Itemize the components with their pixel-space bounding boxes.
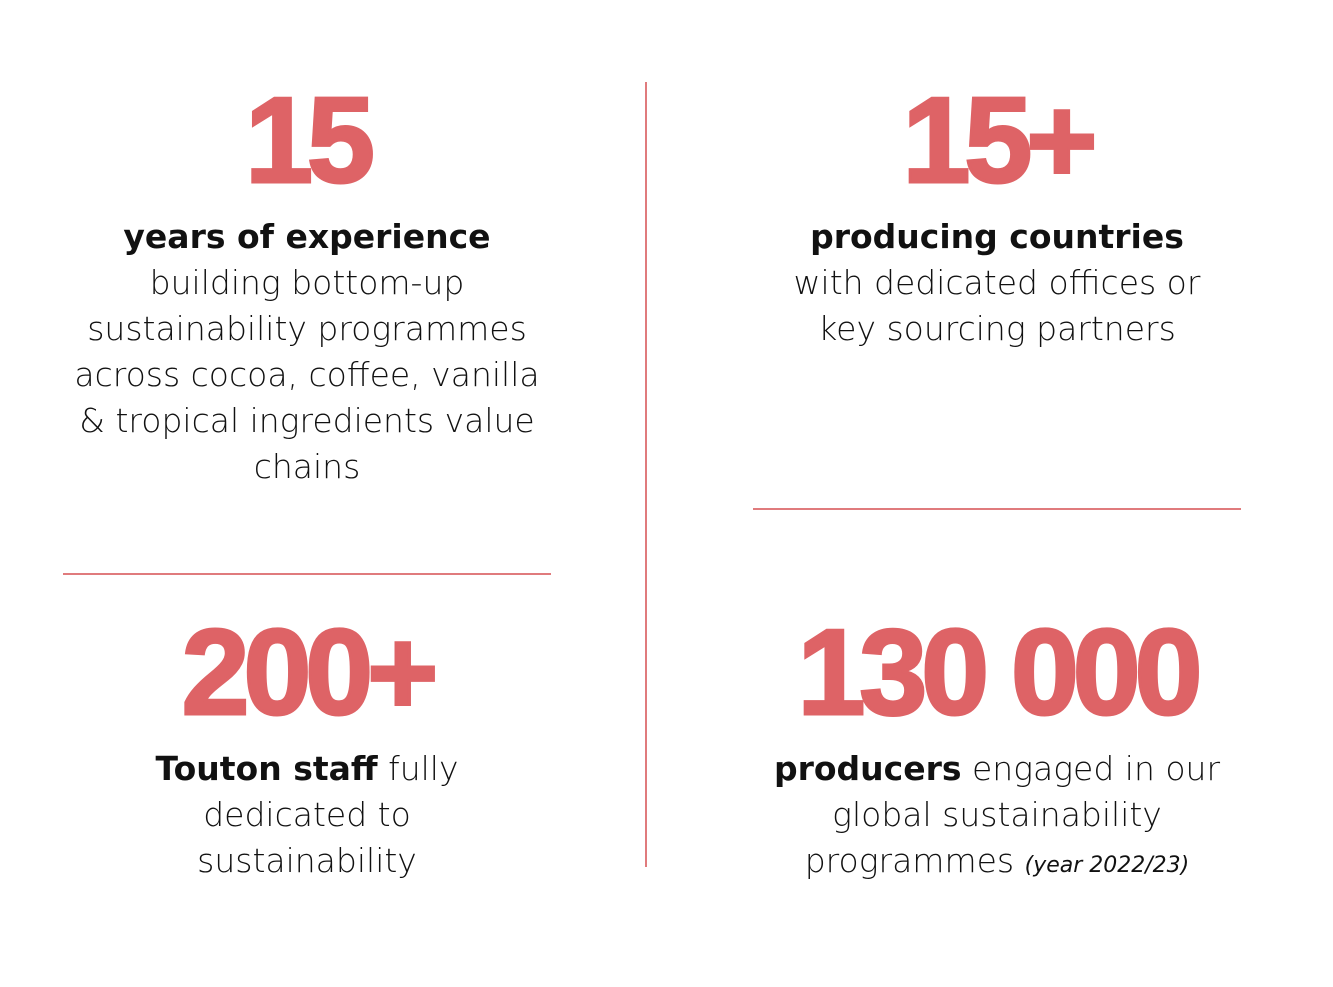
stat-number: 15+ [901, 72, 1099, 208]
stat-description: years of experience building bottom-up su… [67, 214, 547, 490]
stat-lead: years of experience [123, 217, 491, 256]
stat-description: producing countries with dedicated office… [787, 214, 1207, 352]
stat: 200+ Touton staff fully dedicated to sus… [57, 604, 557, 884]
stat-number: 15 [244, 72, 377, 208]
stat-description: Touton staff fully dedicated to sustaina… [137, 746, 477, 884]
left-divider [63, 573, 551, 575]
right-divider [753, 508, 1241, 510]
stat-text: building bottom-up sustainability progra… [74, 263, 540, 486]
stat-number: 130 000 [796, 604, 1204, 740]
vertical-divider [645, 82, 647, 867]
stat-lead: Touton staff [155, 749, 378, 788]
stat-description: producers engaged in our global sustaina… [767, 746, 1227, 889]
stat-text: fully dedicated to sustainability [197, 749, 459, 880]
stat-text: with dedicated offices or key sourcing p… [793, 263, 1201, 348]
stat-text: engaged in our global sustainability pro… [804, 749, 1221, 880]
stat-lead: producers [773, 749, 962, 788]
stat-lead: producing countries [810, 217, 1184, 256]
stat: 130 000 producers engaged in our global … [737, 604, 1257, 889]
stat: 15 years of experience building bottom-up… [57, 72, 557, 490]
stat: 15+ producing countries with dedicated of… [747, 72, 1247, 352]
stat-note: (year 2022/23) [1024, 853, 1190, 878]
stat-number: 200+ [180, 604, 440, 740]
